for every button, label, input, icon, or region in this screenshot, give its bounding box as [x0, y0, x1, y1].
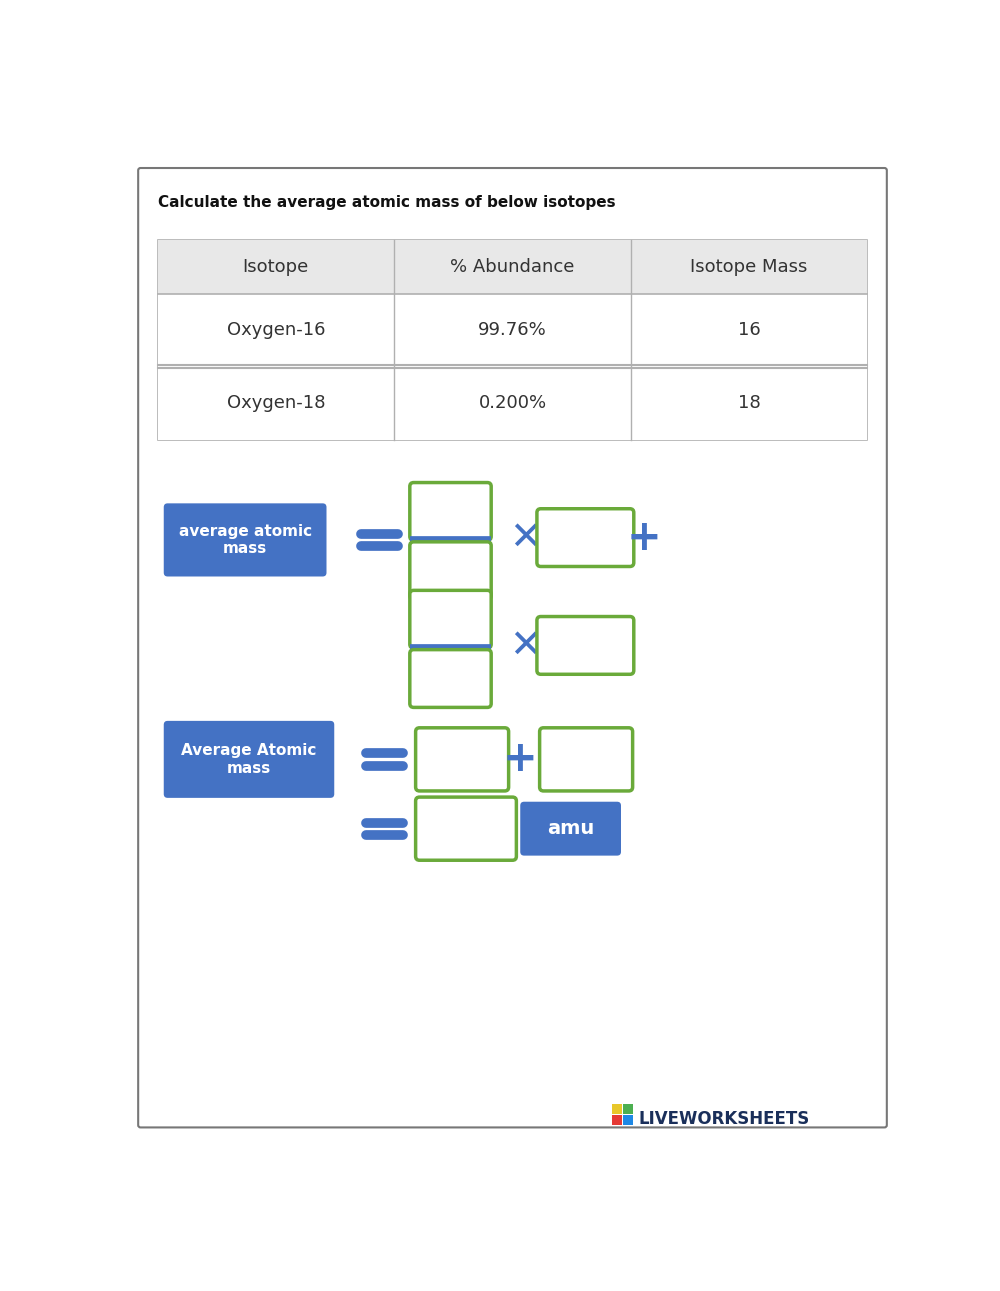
- Text: amu: amu: [547, 820, 594, 838]
- Bar: [158, 240, 867, 440]
- Text: 18: 18: [738, 394, 761, 412]
- FancyBboxPatch shape: [416, 797, 516, 860]
- Text: average atomic
mass: average atomic mass: [179, 524, 312, 556]
- Text: 0.200%: 0.200%: [478, 394, 547, 412]
- Text: Oxygen-16: Oxygen-16: [227, 321, 325, 340]
- Text: ✕: ✕: [509, 626, 542, 665]
- Bar: [623, 1104, 633, 1114]
- Bar: [612, 1115, 622, 1126]
- Text: Isotope Mass: Isotope Mass: [690, 258, 808, 275]
- FancyBboxPatch shape: [164, 720, 334, 798]
- FancyBboxPatch shape: [520, 802, 621, 856]
- Text: Isotope: Isotope: [243, 258, 309, 275]
- Text: 99.76%: 99.76%: [478, 321, 547, 340]
- Bar: [612, 1104, 622, 1114]
- Bar: [623, 1115, 633, 1126]
- FancyBboxPatch shape: [540, 728, 633, 791]
- FancyBboxPatch shape: [410, 483, 491, 541]
- FancyBboxPatch shape: [138, 168, 887, 1127]
- FancyBboxPatch shape: [537, 509, 634, 567]
- Text: Oxygen-18: Oxygen-18: [227, 394, 325, 412]
- Bar: [158, 367, 867, 440]
- FancyBboxPatch shape: [164, 503, 326, 577]
- FancyBboxPatch shape: [410, 649, 491, 707]
- Text: 16: 16: [738, 321, 761, 340]
- Text: % Abundance: % Abundance: [450, 258, 575, 275]
- Text: LIVEWORKSHEETS: LIVEWORKSHEETS: [638, 1110, 809, 1128]
- Bar: [158, 293, 867, 367]
- FancyBboxPatch shape: [410, 590, 491, 648]
- FancyBboxPatch shape: [537, 617, 634, 674]
- Bar: [158, 240, 867, 293]
- FancyBboxPatch shape: [416, 728, 509, 791]
- Text: Calculate the average atomic mass of below isotopes: Calculate the average atomic mass of bel…: [158, 195, 615, 210]
- Text: +: +: [627, 516, 662, 559]
- FancyBboxPatch shape: [410, 542, 491, 599]
- Text: +: +: [503, 738, 538, 780]
- Text: Average Atomic
mass: Average Atomic mass: [181, 744, 317, 776]
- Text: ✕: ✕: [509, 519, 542, 556]
